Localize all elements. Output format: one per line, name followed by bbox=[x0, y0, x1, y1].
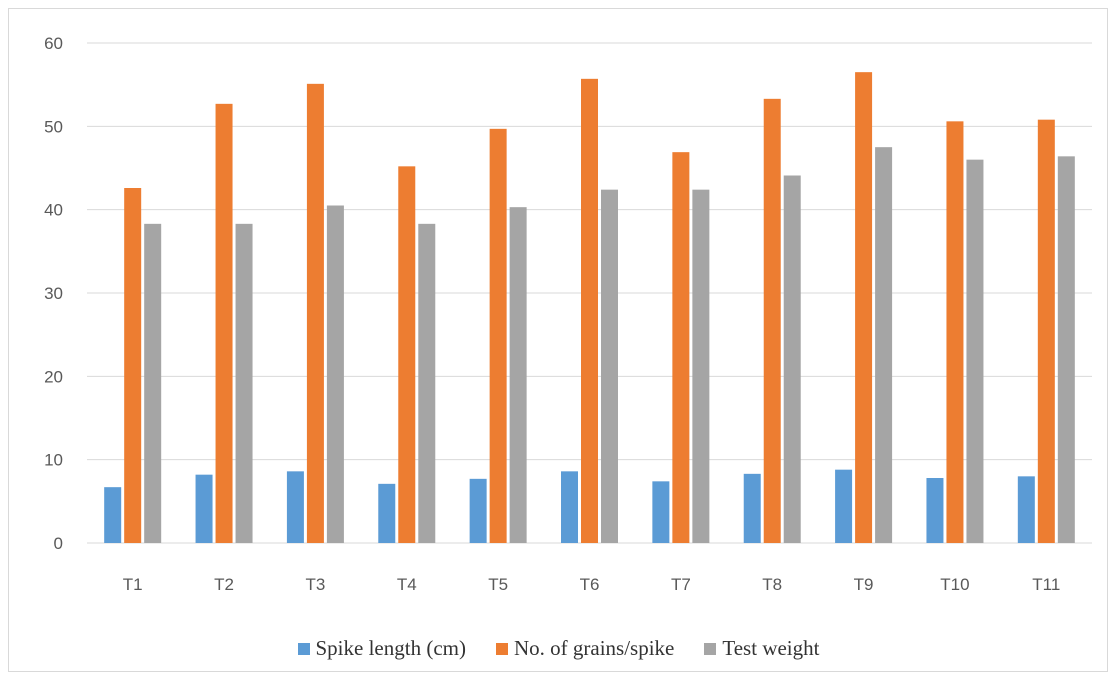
legend-label: Spike length (cm) bbox=[315, 636, 466, 660]
y-tick-label: 0 bbox=[54, 534, 63, 553]
bar-t2-series-3 bbox=[235, 223, 253, 544]
legend-label: No. of grains/spike bbox=[513, 636, 675, 660]
bar-t4-series-3 bbox=[418, 223, 436, 544]
bar-t8-series-1 bbox=[743, 473, 761, 543]
legend-label: Test weight bbox=[722, 636, 820, 660]
bar-t4-series-2 bbox=[398, 166, 416, 544]
bar-t2-series-2 bbox=[215, 103, 233, 543]
bar-t3-series-2 bbox=[306, 83, 324, 543]
y-tick-label: 60 bbox=[44, 34, 63, 53]
bar-t10-series-3 bbox=[966, 159, 984, 543]
y-tick-label: 50 bbox=[44, 117, 63, 136]
bar-t1-series-1 bbox=[104, 487, 122, 543]
bar-t3-series-1 bbox=[286, 471, 304, 543]
bar-t10-series-1 bbox=[926, 478, 944, 543]
x-tick-label: T3 bbox=[305, 575, 325, 594]
bars bbox=[104, 72, 1075, 544]
x-tick-label: T7 bbox=[671, 575, 691, 594]
bar-t11-series-3 bbox=[1057, 156, 1075, 544]
legend-item-test-weight: Test weight bbox=[704, 636, 819, 661]
x-tick-label: T1 bbox=[123, 575, 143, 594]
bar-t7-series-1 bbox=[652, 481, 670, 543]
y-tick-label: 10 bbox=[44, 451, 63, 470]
bar-t2-series-1 bbox=[195, 474, 213, 543]
legend: Spike length (cm) No. of grains/spike Te… bbox=[0, 636, 1117, 661]
bar-t6-series-1 bbox=[561, 471, 578, 543]
bar-t6-series-2 bbox=[581, 78, 598, 543]
x-tick-label: T5 bbox=[488, 575, 508, 594]
x-tick-label: T6 bbox=[580, 575, 600, 594]
x-axis-ticks: T1 T2 T3 T4 T5 T6 T7 T8 T9 T10 T11 bbox=[123, 575, 1061, 594]
bar-t9-series-1 bbox=[835, 469, 853, 543]
legend-swatch bbox=[495, 642, 508, 655]
bar-t8-series-3 bbox=[783, 175, 801, 543]
bar-t9-series-2 bbox=[855, 72, 873, 544]
x-tick-label: T8 bbox=[762, 575, 782, 594]
bar-t10-series-2 bbox=[946, 121, 964, 543]
bar-t11-series-2 bbox=[1037, 119, 1055, 544]
bar-t1-series-2 bbox=[124, 188, 142, 543]
y-tick-label: 40 bbox=[44, 201, 63, 220]
legend-item-grains-per-spike: No. of grains/spike bbox=[495, 636, 675, 661]
bar-t1-series-3 bbox=[144, 223, 162, 544]
y-tick-label: 30 bbox=[44, 284, 63, 303]
legend-swatch bbox=[704, 642, 717, 655]
bar-t7-series-2 bbox=[672, 152, 690, 543]
bar-t8-series-2 bbox=[763, 98, 781, 543]
chart-frame bbox=[8, 8, 1108, 672]
legend-item-spike-length: Spike length (cm) bbox=[297, 636, 466, 661]
y-axis-ticks: 0 10 20 30 40 50 60 bbox=[44, 34, 63, 553]
bar-t5-series-3 bbox=[509, 207, 527, 543]
x-tick-label: T10 bbox=[940, 575, 969, 594]
bar-t9-series-3 bbox=[875, 147, 893, 543]
x-tick-label: T11 bbox=[1032, 575, 1060, 594]
bar-t5-series-2 bbox=[489, 128, 507, 544]
bar-t11-series-1 bbox=[1017, 476, 1035, 543]
bar-t4-series-1 bbox=[378, 483, 396, 543]
x-tick-label: T9 bbox=[854, 575, 874, 594]
bar-t3-series-3 bbox=[326, 205, 344, 543]
legend-swatch bbox=[297, 642, 310, 655]
bar-t7-series-3 bbox=[692, 189, 710, 543]
y-tick-label: 20 bbox=[44, 367, 63, 386]
bar-t5-series-1 bbox=[469, 478, 487, 543]
x-tick-label: T2 bbox=[214, 575, 234, 594]
x-tick-label: T4 bbox=[397, 575, 417, 594]
bar-t6-series-3 bbox=[601, 189, 618, 543]
